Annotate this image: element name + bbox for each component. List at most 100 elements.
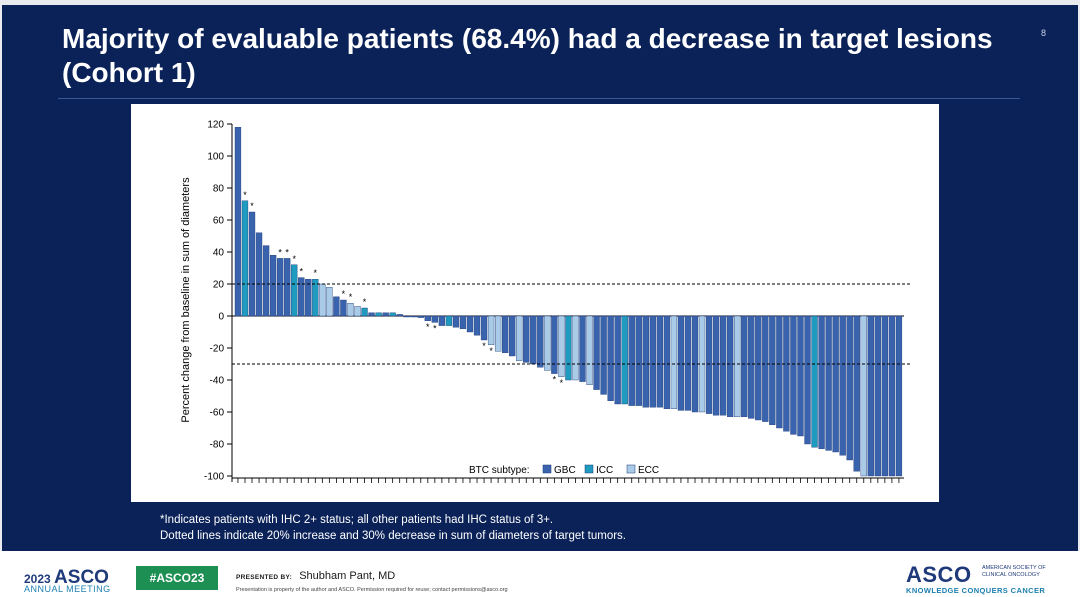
bar xyxy=(846,315,853,461)
bar xyxy=(473,315,481,336)
bar xyxy=(403,315,410,318)
bar xyxy=(424,315,431,322)
bar xyxy=(755,315,762,421)
bar xyxy=(832,315,839,453)
presented-by-label: PRESENTED BY: xyxy=(236,574,293,581)
y-tick-label: 80 xyxy=(213,184,225,195)
bar xyxy=(284,258,291,317)
bar xyxy=(881,315,889,477)
bar xyxy=(734,315,741,418)
bar xyxy=(783,315,790,432)
bar xyxy=(410,315,417,318)
legend-swatch xyxy=(584,464,594,474)
bar xyxy=(621,315,628,405)
y-tick-label: 120 xyxy=(207,120,224,131)
legend-title: BTC subtype: xyxy=(469,465,530,476)
bar xyxy=(797,315,804,437)
bar xyxy=(670,315,678,410)
bar xyxy=(396,314,403,317)
ihc2-asterisk: * xyxy=(482,341,486,351)
y-tick-label: 60 xyxy=(213,216,225,227)
bar xyxy=(319,283,326,317)
hashtag-badge: #ASCO23 xyxy=(136,566,218,590)
bar xyxy=(705,315,713,414)
legend-label: ECC xyxy=(638,465,659,476)
bar xyxy=(600,315,607,395)
meeting-brand: ASCO xyxy=(54,567,109,588)
bar xyxy=(790,315,797,435)
bar xyxy=(530,315,537,365)
chart-footnote: *Indicates patients with IHC 2+ status; … xyxy=(160,512,626,544)
bar xyxy=(382,312,389,317)
y-tick-label: 0 xyxy=(218,312,224,323)
bar xyxy=(368,312,375,317)
bar xyxy=(586,315,593,386)
y-axis-label: Percent change from baseline in sum of d… xyxy=(180,177,192,423)
bar xyxy=(361,307,368,317)
meeting-year: 2023 xyxy=(24,572,51,586)
legend-label: ICC xyxy=(596,465,613,476)
y-tick-label: -60 xyxy=(210,408,225,419)
bar xyxy=(340,299,347,317)
bar xyxy=(248,211,256,317)
bar xyxy=(663,315,671,410)
meeting-name: ANNUAL MEETING xyxy=(24,584,111,594)
bar xyxy=(276,258,284,317)
bar xyxy=(298,277,305,317)
ihc2-asterisk: * xyxy=(433,323,437,333)
y-tick-label: 40 xyxy=(213,248,225,259)
ihc2-asterisk: * xyxy=(560,378,564,388)
bar xyxy=(333,296,340,317)
ihc2-asterisk: * xyxy=(314,268,318,278)
bar xyxy=(466,315,474,333)
bar xyxy=(860,315,867,477)
ihc2-asterisk: * xyxy=(342,289,346,299)
bar xyxy=(572,315,579,381)
bar xyxy=(818,315,825,450)
legend-label: GBC xyxy=(554,465,576,476)
slide-title: Majority of evaluable patients (68.4%) h… xyxy=(62,23,993,88)
ihc2-asterisk: * xyxy=(299,267,303,277)
bar xyxy=(375,312,382,317)
bar xyxy=(438,315,446,326)
asco-society-name: AMERICAN SOCIETY OF CLINICAL ONCOLOGY xyxy=(982,565,1062,579)
asco-society-line-1: AMERICAN SOCIETY OF xyxy=(982,565,1046,571)
bar xyxy=(649,315,656,408)
bar xyxy=(874,315,881,477)
bar xyxy=(269,254,277,317)
ihc2-asterisk: * xyxy=(553,375,557,385)
slide-page-number: 8 xyxy=(1040,28,1046,38)
y-tick-label: -100 xyxy=(204,472,224,483)
bar xyxy=(516,315,523,361)
bar xyxy=(305,278,312,317)
ihc2-asterisk: * xyxy=(285,247,289,257)
meeting-logo: 2023 ASCO xyxy=(24,567,109,589)
bar xyxy=(445,315,453,326)
bar xyxy=(762,315,769,422)
bar xyxy=(544,315,551,371)
bar xyxy=(684,315,692,411)
y-tick-label: 20 xyxy=(213,280,225,291)
bar xyxy=(551,315,558,374)
bar xyxy=(262,245,270,317)
legend-swatch xyxy=(626,464,636,474)
bar xyxy=(494,315,502,352)
bar xyxy=(509,315,516,357)
presenter-block: PRESENTED BY: Shubham Pant, MD xyxy=(236,570,395,582)
bar xyxy=(291,264,298,317)
legend-swatch xyxy=(542,464,552,474)
bar xyxy=(579,315,586,382)
disclaimer-text: Presentation is property of the author a… xyxy=(236,587,508,593)
bar xyxy=(312,278,319,317)
ihc2-asterisk: * xyxy=(349,292,353,302)
bar xyxy=(825,315,832,451)
bar xyxy=(614,315,621,405)
y-tick-label: -40 xyxy=(210,376,225,387)
bar xyxy=(642,315,649,408)
y-tick-label: -80 xyxy=(210,440,225,451)
bar xyxy=(719,315,727,416)
bar xyxy=(895,315,903,477)
bar xyxy=(459,315,467,330)
ihc2-asterisk: * xyxy=(292,254,296,264)
ihc2-asterisk: * xyxy=(250,201,254,211)
